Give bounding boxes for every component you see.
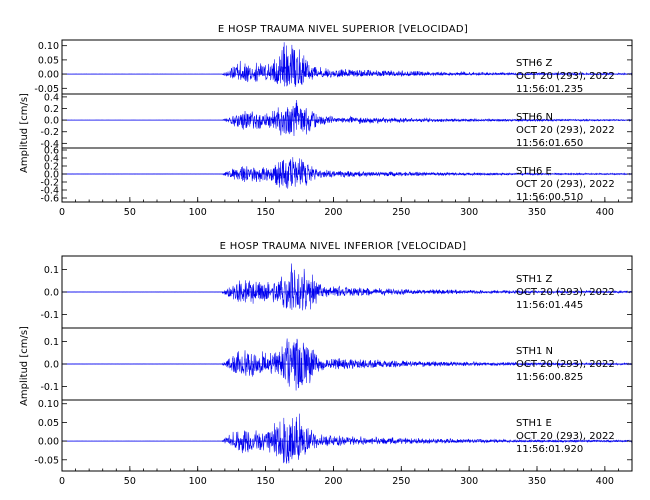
x-tick-label: 250 <box>392 476 410 487</box>
x-tick-label: 100 <box>189 207 207 218</box>
panel-sth1-e: 0.10 0.05 0.00 -0.05 STH1 E OCT 20 (293), 202… <box>34 399 633 472</box>
x-tick-label: 350 <box>528 476 546 487</box>
lower-panels: 0.1 0.0 -0.1 STH1 Z OCT 20 (293), 2022 11:56:… <box>34 255 633 472</box>
y-tick-label: 0.4 <box>44 92 59 103</box>
upper-panels: 0.10 0.05 0.00 -0.05 STH6 Z OCT 20 (293), 202… <box>34 39 633 205</box>
y-tick-label: -0.1 <box>40 310 59 321</box>
panel-sth1-n: 0.1 0.0 -0.1 STH1 N OCT 20 (293), 2022 11:56:… <box>40 327 633 401</box>
y-tick-label: -0.05 <box>34 84 59 95</box>
y-tick-label: -0.1 <box>40 382 59 393</box>
station-component-label: STH6 N <box>516 112 553 123</box>
y-tick-label: 0.05 <box>38 418 59 429</box>
upper-x-axis: 0 50 100 150 200 250 300 350 400 <box>59 197 633 218</box>
station-time-label: 11:56:01.650 <box>516 138 583 149</box>
lower-ylabel: Amplitud [cm/s] <box>19 326 30 406</box>
upper-figure: E HOSP TRAUMA NIVEL SUPERIOR [VELOCIDAD]… <box>19 24 633 218</box>
waveform-trace <box>61 413 633 464</box>
station-time-label: 11:56:01.445 <box>516 300 583 311</box>
station-time-label: 11:56:01.235 <box>516 84 583 95</box>
x-tick-label: 50 <box>124 207 136 218</box>
y-tick-label: 0.05 <box>38 55 59 66</box>
x-tick-label: 300 <box>460 476 478 487</box>
waveform-trace <box>61 99 632 136</box>
station-time-label: 11:56:01.920 <box>516 444 583 455</box>
panel-sth1-z: 0.1 0.0 -0.1 STH1 Z OCT 20 (293), 2022 11:56:… <box>40 255 633 329</box>
station-time-label: 11:56:00.510 <box>516 192 583 203</box>
station-date-label: OCT 20 (293), 2022 <box>516 287 615 298</box>
lower-title: E HOSP TRAUMA NIVEL INFERIOR [VELOCIDAD] <box>220 241 467 252</box>
y-tick-label: 0.0 <box>44 170 59 181</box>
x-tick-label: 250 <box>392 207 410 218</box>
x-tick-label: 50 <box>124 476 136 487</box>
y-tick-label: -0.4 <box>40 186 59 197</box>
station-date-label: OCT 20 (293), 2022 <box>516 359 615 370</box>
x-tick-label: 0 <box>59 476 65 487</box>
y-tick-label: 0.0 <box>44 288 59 299</box>
panel-sth6-n: 0.40.20.0-0.2-0.4 STH6 N OCT 20 (293), 202… <box>40 92 633 150</box>
y-tick-label: 0.10 <box>38 41 59 52</box>
station-component-label: STH1 E <box>516 418 552 429</box>
y-tick-label: 0.1 <box>44 337 59 348</box>
y-tick-label: 0.1 <box>44 265 59 276</box>
x-tick-label: 350 <box>528 207 546 218</box>
station-date-label: OCT 20 (293), 2022 <box>516 179 615 190</box>
y-tick-label: 0.10 <box>38 399 59 410</box>
upper-title: E HOSP TRAUMA NIVEL SUPERIOR [VELOCIDAD] <box>218 24 468 35</box>
station-component-label: STH1 Z <box>516 274 553 285</box>
upper-ylabel: Amplitud [cm/s] <box>19 93 30 173</box>
panel-sth6-e: 0.60.40.20.0-0.2-0.4-0.6 STH6 E OCT 20 (29… <box>40 146 633 205</box>
y-tick-label: -0.05 <box>34 455 59 466</box>
y-tick-label: 0.2 <box>44 162 59 173</box>
x-tick-label: 200 <box>324 476 342 487</box>
x-tick-label: 100 <box>189 476 207 487</box>
x-tick-label: 0 <box>59 207 65 218</box>
x-tick-label: 200 <box>324 207 342 218</box>
station-date-label: OCT 20 (293), 2022 <box>516 71 615 82</box>
station-date-label: OCT 20 (293), 2022 <box>516 125 615 136</box>
lower-x-axis: 0 50 100 150 200 250 300 350 400 <box>59 466 633 487</box>
x-tick-label: 400 <box>596 476 614 487</box>
station-component-label: STH1 N <box>516 346 553 357</box>
waveform-trace <box>61 157 633 189</box>
y-tick-label: 0.2 <box>44 104 59 115</box>
x-tick-label: 400 <box>596 207 614 218</box>
x-tick-label: 150 <box>257 207 275 218</box>
y-tick-label: -0.4 <box>40 139 59 150</box>
y-tick-label: 0.00 <box>38 437 59 448</box>
station-date-label: OCT 20 (293), 2022 <box>516 431 615 442</box>
station-time-label: 11:56:00.825 <box>516 372 583 383</box>
x-tick-label: 300 <box>460 207 478 218</box>
y-tick-label: -0.2 <box>40 127 59 138</box>
y-tick-label: 0.0 <box>44 116 59 127</box>
y-tick-label: -0.2 <box>40 178 59 189</box>
x-tick-label: 150 <box>257 476 275 487</box>
waveform-trace <box>61 42 633 87</box>
y-tick-label: 0.4 <box>44 154 59 165</box>
station-component-label: STH6 E <box>516 166 552 177</box>
panel-sth6-z: 0.10 0.05 0.00 -0.05 STH6 Z OCT 20 (293), 202… <box>34 39 633 95</box>
lower-figure: E HOSP TRAUMA NIVEL INFERIOR [VELOCIDAD]… <box>19 241 633 487</box>
y-tick-label: -0.6 <box>40 194 59 205</box>
y-tick-label: 0.00 <box>38 70 59 81</box>
waveform-trace <box>61 263 633 311</box>
station-component-label: STH6 Z <box>516 58 553 69</box>
y-tick-label: 0.0 <box>44 360 59 371</box>
y-tick-label: 0.6 <box>44 146 59 157</box>
waveform-trace <box>61 338 633 391</box>
